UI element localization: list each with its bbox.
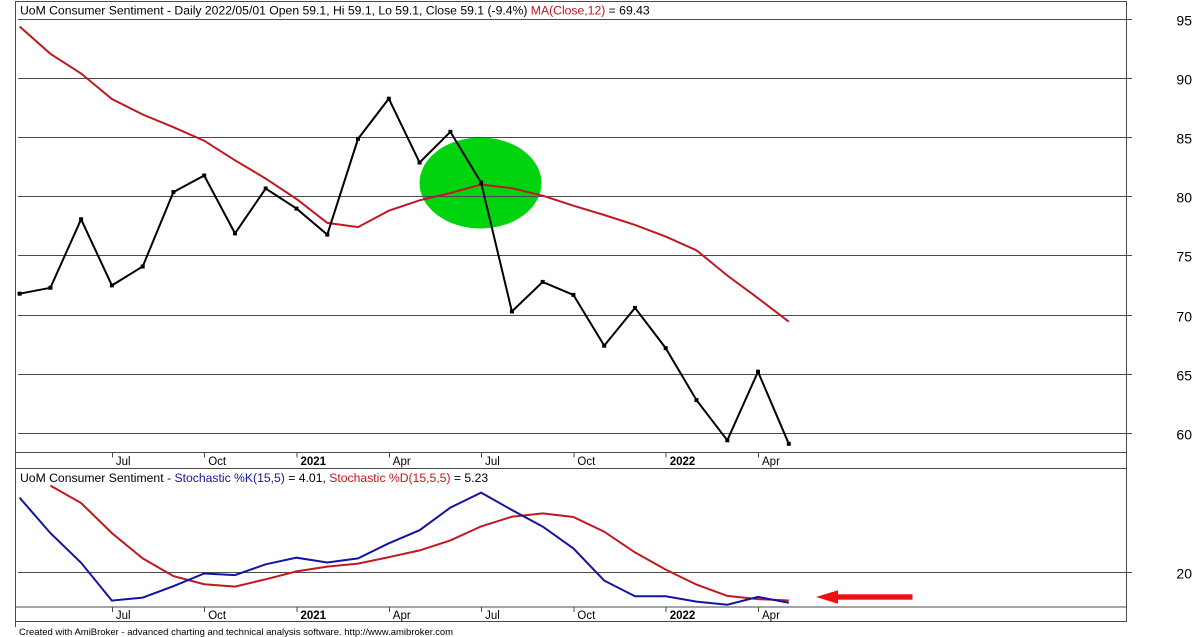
svg-text:Jul: Jul [485,610,500,622]
svg-text:Apr: Apr [762,456,780,468]
svg-text:Jul: Jul [116,610,131,622]
svg-text:Jul: Jul [116,456,131,468]
svg-text:65: 65 [1176,368,1192,384]
svg-text:Oct: Oct [208,456,227,468]
svg-text:Oct: Oct [577,610,596,622]
svg-text:95: 95 [1176,13,1192,29]
svg-text:20: 20 [1176,566,1192,582]
svg-text:2022: 2022 [670,456,696,468]
svg-text:Apr: Apr [762,610,780,622]
svg-text:80: 80 [1176,190,1192,206]
svg-text:90: 90 [1176,72,1192,88]
svg-text:2021: 2021 [301,610,327,622]
svg-text:85: 85 [1176,131,1192,147]
svg-text:Created with AmiBroker - advan: Created with AmiBroker - advanced charti… [19,627,453,637]
svg-text:UoM Consumer Sentiment - Stoch: UoM Consumer Sentiment - Stochastic %K(1… [20,471,488,485]
svg-text:2021: 2021 [301,456,327,468]
svg-text:UoM Consumer Sentiment - Daily: UoM Consumer Sentiment - Daily 2022/05/0… [20,3,650,17]
svg-text:70: 70 [1176,309,1192,325]
svg-text:75: 75 [1176,249,1192,265]
svg-text:60: 60 [1176,427,1192,443]
svg-text:Oct: Oct [208,610,227,622]
svg-text:Apr: Apr [393,456,411,468]
svg-text:2022: 2022 [670,610,696,622]
svg-text:Jul: Jul [485,456,500,468]
svg-text:Apr: Apr [393,610,411,622]
svg-text:Oct: Oct [577,456,596,468]
